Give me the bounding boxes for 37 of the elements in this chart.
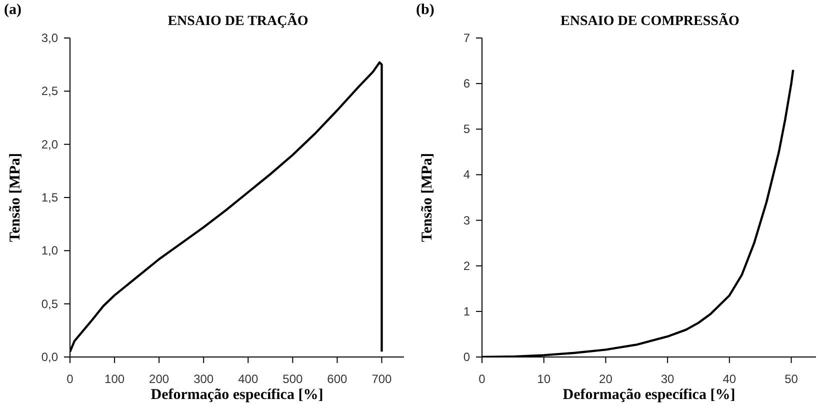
x-axis-title: Deformação específica [%] <box>150 387 324 403</box>
y-tick-label: 0 <box>463 350 470 364</box>
y-tick-label: 2,0 <box>41 137 58 152</box>
x-tick-label: 400 <box>238 372 258 386</box>
chart-title: ENSAIO DE TRAÇÃO <box>166 14 310 30</box>
y-tick-label: 2 <box>463 258 470 273</box>
x-tick-label: 600 <box>327 372 348 386</box>
y-tick-label: 6 <box>463 76 470 91</box>
y-tick-label: 1,5 <box>41 190 58 204</box>
x-tick-label: 700 <box>372 372 392 386</box>
y-axis-title: Tensão [MPa] <box>419 152 436 242</box>
y-tick-label: 3,0 <box>41 31 58 45</box>
x-tick-label: 0 <box>66 372 74 386</box>
y-tick-label: 1 <box>463 304 470 318</box>
text: (b) <box>416 2 434 19</box>
y-axis-title: Tensão [MPa] <box>7 152 24 242</box>
x-tick-label: 30 <box>660 372 675 386</box>
x-tick-label: 200 <box>149 372 170 386</box>
y-tick-label: 1,0 <box>41 244 58 258</box>
x-tick-label: 50 <box>784 372 798 386</box>
y-tick-label: 3 <box>463 213 470 228</box>
x-tick-label: 300 <box>194 372 214 386</box>
text: (a) <box>4 2 22 19</box>
x-tick-label: 0 <box>478 372 486 386</box>
x-tick-label: 40 <box>722 372 736 386</box>
x-tick-label: 10 <box>537 372 551 386</box>
y-tick-label: 5 <box>463 122 470 136</box>
chart-title: ENSAIO DE COMPRESSÃO <box>560 14 740 30</box>
y-tick-label: 0,5 <box>41 296 58 311</box>
y-tick-label: 4 <box>463 168 470 182</box>
x-tick-label: 500 <box>282 372 303 386</box>
x-tick-label: 100 <box>104 372 125 386</box>
x-axis-title: Deformação específica [%] <box>562 387 736 403</box>
y-tick-label: 2,5 <box>41 84 58 98</box>
y-tick-label: 0,0 <box>41 350 58 364</box>
y-tick-label: 7 <box>463 31 470 45</box>
x-tick-label: 20 <box>599 372 613 386</box>
